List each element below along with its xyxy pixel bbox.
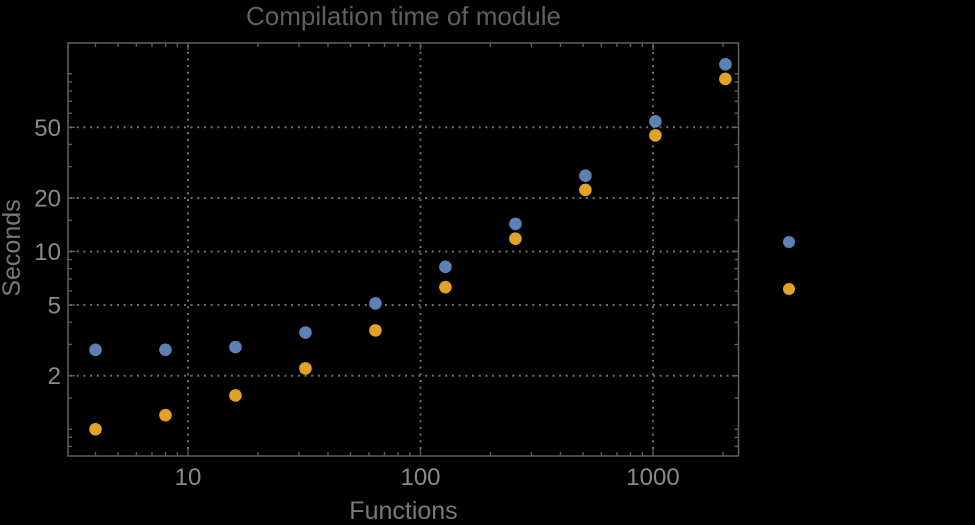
x-tick-label: 10 xyxy=(175,464,202,491)
data-point-series-2-orange xyxy=(439,280,452,294)
data-point-series-1-blue xyxy=(509,217,522,231)
x-tick-label: 1000 xyxy=(626,464,679,491)
data-point-series-2-orange xyxy=(369,324,382,337)
data-point-series-1-blue xyxy=(89,343,102,357)
data-point-series-1-blue xyxy=(649,115,662,128)
data-point-series-1-blue xyxy=(719,58,732,71)
y-axis-label: Seconds xyxy=(0,199,26,297)
data-point-series-1-blue xyxy=(439,260,452,274)
data-point-series-2-orange xyxy=(159,408,172,422)
data-point-series-2-orange xyxy=(299,362,312,375)
legend-marker-blue xyxy=(783,236,795,248)
legend-marker-orange xyxy=(783,283,795,295)
x-tick-label: 100 xyxy=(400,464,440,491)
x-axis-label: Functions xyxy=(349,497,458,525)
y-tick-label: 20 xyxy=(34,185,61,212)
data-point-series-1-blue xyxy=(299,326,312,339)
data-point-series-1-blue xyxy=(579,169,592,182)
data-point-series-2-orange xyxy=(229,389,242,402)
y-tick-label: 50 xyxy=(34,115,61,142)
data-point-series-2-orange xyxy=(649,129,662,142)
plot-frame xyxy=(67,42,740,457)
chart-title: Compilation time of module xyxy=(245,1,562,31)
data-point-series-1-blue xyxy=(369,297,382,310)
data-point-series-2-orange xyxy=(89,422,102,436)
y-tick-label: 5 xyxy=(48,293,61,320)
data-point-series-2-orange xyxy=(579,183,592,197)
y-tick-label: 2 xyxy=(48,363,61,390)
data-point-series-1-blue xyxy=(229,340,242,354)
data-point-series-2-orange xyxy=(719,72,732,86)
data-point-series-1-blue xyxy=(159,343,172,357)
y-tick-label: 10 xyxy=(34,239,61,266)
data-point-series-2-orange xyxy=(509,232,522,246)
